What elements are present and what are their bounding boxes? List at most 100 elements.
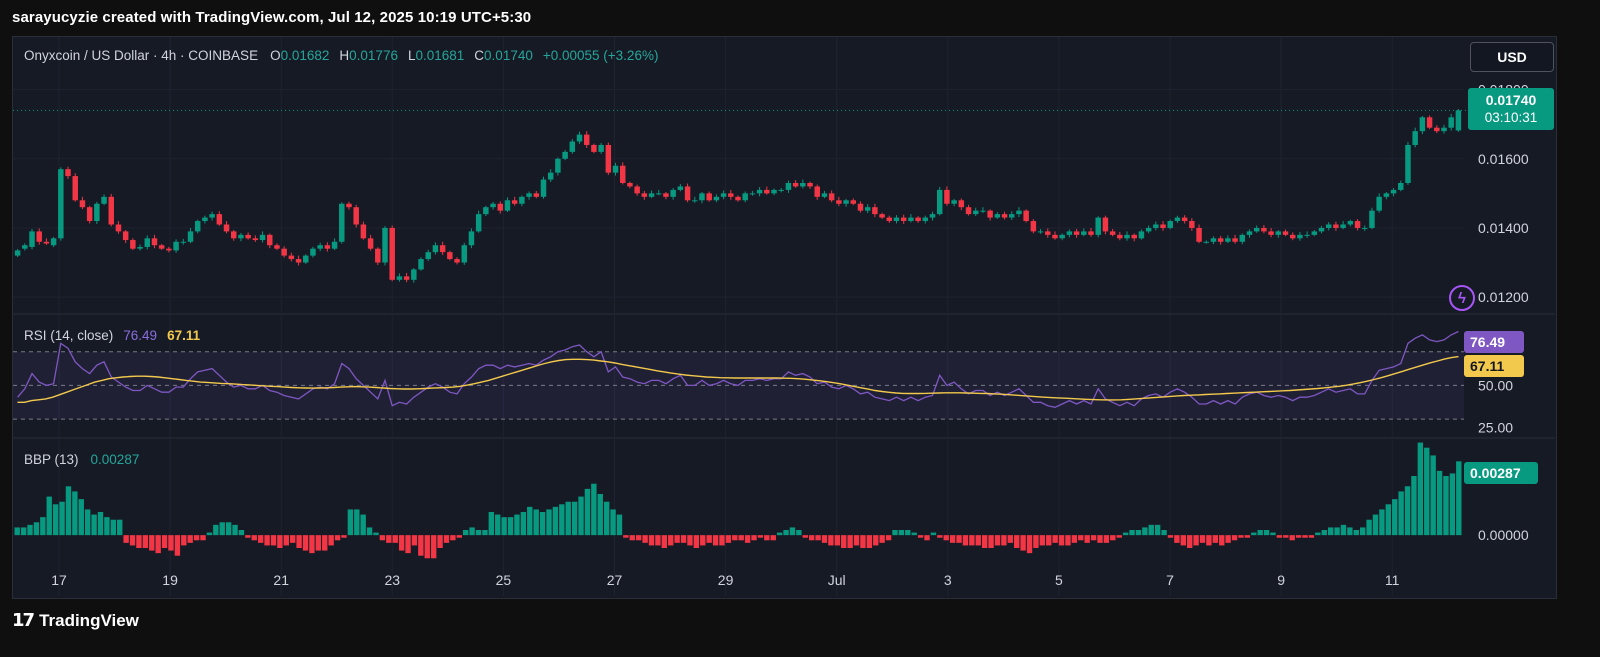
bbp-bar bbox=[911, 532, 917, 536]
candle-body bbox=[951, 200, 957, 204]
candle-body bbox=[576, 134, 583, 142]
bbp-bar bbox=[283, 535, 289, 546]
lightning-icon[interactable]: ϟ bbox=[1449, 285, 1475, 311]
candle-body bbox=[533, 193, 540, 197]
candle-body bbox=[202, 217, 208, 222]
candle-body bbox=[1225, 238, 1231, 242]
bbp-bar bbox=[1206, 535, 1212, 546]
candle-body bbox=[1174, 217, 1181, 222]
bbp-bar bbox=[821, 535, 828, 543]
candle-body bbox=[612, 165, 619, 173]
currency-button[interactable]: USD bbox=[1470, 42, 1554, 72]
high-value: H0.01776 bbox=[339, 48, 398, 63]
candle-body bbox=[58, 169, 64, 239]
bbp-bar bbox=[808, 535, 815, 541]
bbp-bar bbox=[661, 535, 668, 548]
candle-body bbox=[864, 207, 871, 211]
candle-body bbox=[742, 193, 748, 201]
bbp-label: BBP (13) bbox=[24, 452, 79, 467]
candle-body bbox=[1304, 234, 1310, 236]
bbp-bar bbox=[1058, 535, 1065, 546]
bbp-bar bbox=[1385, 504, 1392, 536]
bbp-bar bbox=[629, 535, 635, 541]
bbp-bar bbox=[405, 535, 411, 554]
candle-body bbox=[547, 172, 554, 180]
bbp-bar bbox=[161, 535, 168, 548]
tradingview-logo[interactable]: 𝟭𝟳 TradingView bbox=[12, 610, 139, 631]
candle-body bbox=[828, 193, 835, 201]
candle-body bbox=[684, 186, 691, 201]
candle-body bbox=[1369, 210, 1375, 228]
bbp-bar bbox=[1238, 535, 1244, 538]
candle-body bbox=[1109, 231, 1116, 235]
bbp-bar bbox=[1283, 535, 1289, 538]
bbp-bar bbox=[1154, 524, 1161, 536]
bbp-bar bbox=[129, 535, 136, 546]
bbp-bar bbox=[1090, 535, 1097, 541]
candle-body bbox=[756, 189, 763, 194]
candle-body bbox=[1203, 241, 1209, 243]
bbp-bar bbox=[72, 491, 78, 536]
candle-body bbox=[562, 151, 568, 159]
bbp-bar bbox=[949, 535, 956, 543]
bbp-bar bbox=[78, 499, 84, 536]
bbp-bar bbox=[40, 517, 46, 536]
bbp-bar bbox=[360, 514, 366, 536]
bbp-bar bbox=[1193, 535, 1199, 546]
candle-body bbox=[893, 217, 900, 222]
candle-body bbox=[1275, 231, 1282, 235]
bbp-bar bbox=[776, 532, 783, 536]
candle-body bbox=[1160, 224, 1166, 228]
rsi-value: 76.49 bbox=[123, 328, 158, 343]
candle-body bbox=[403, 276, 410, 280]
chart-frame bbox=[12, 36, 1557, 599]
bbp-bar bbox=[1321, 530, 1327, 536]
bbp-bar bbox=[482, 530, 488, 536]
x-tick-label: 27 bbox=[607, 572, 623, 588]
x-tick-label: 11 bbox=[1385, 572, 1400, 588]
bbp-bar bbox=[1225, 535, 1231, 543]
bbp-bar bbox=[552, 506, 559, 536]
candle-body bbox=[223, 224, 230, 232]
bbp-bar bbox=[1065, 535, 1071, 546]
price-pane bbox=[13, 109, 1466, 283]
candle-body bbox=[929, 214, 936, 218]
bbp-bar bbox=[943, 535, 949, 541]
bbp-bar bbox=[1392, 499, 1398, 536]
candle-body bbox=[1196, 227, 1202, 242]
bbp-bar bbox=[1219, 535, 1225, 546]
candle-body bbox=[353, 207, 359, 225]
bbp-bar bbox=[757, 535, 764, 538]
candle-body bbox=[29, 231, 35, 247]
bbp-bar bbox=[642, 535, 648, 543]
bbp-bar bbox=[744, 535, 751, 543]
bbp-bar bbox=[674, 535, 680, 543]
bbp-bar bbox=[437, 535, 443, 548]
candle-body bbox=[173, 241, 179, 251]
candle-body bbox=[857, 203, 864, 211]
bbp-bar bbox=[1046, 535, 1052, 546]
candle-body bbox=[130, 240, 136, 249]
candle-body bbox=[411, 269, 417, 280]
candle-body bbox=[194, 221, 201, 232]
candle-body bbox=[519, 196, 525, 204]
bbp-bar bbox=[1424, 447, 1430, 536]
candle-body bbox=[1426, 117, 1433, 128]
bbp-bar bbox=[1353, 530, 1359, 536]
bbp-bar bbox=[546, 509, 552, 536]
bbp-bar bbox=[898, 530, 905, 536]
bbp-bar bbox=[97, 512, 104, 536]
bbp-bar bbox=[1327, 527, 1334, 536]
bbp-bar bbox=[1430, 455, 1436, 536]
candle-body bbox=[619, 165, 626, 183]
bbp-bar bbox=[866, 535, 873, 548]
bbp-tick-label: 0.00000 bbox=[1478, 527, 1529, 543]
candle-body bbox=[461, 245, 467, 263]
bbp-bar bbox=[1110, 535, 1116, 541]
candle-body bbox=[792, 183, 799, 187]
rsi-pane bbox=[13, 330, 1464, 420]
bbp-bar bbox=[398, 535, 405, 551]
x-tick-label: 3 bbox=[944, 572, 952, 588]
candle-body bbox=[396, 276, 403, 280]
